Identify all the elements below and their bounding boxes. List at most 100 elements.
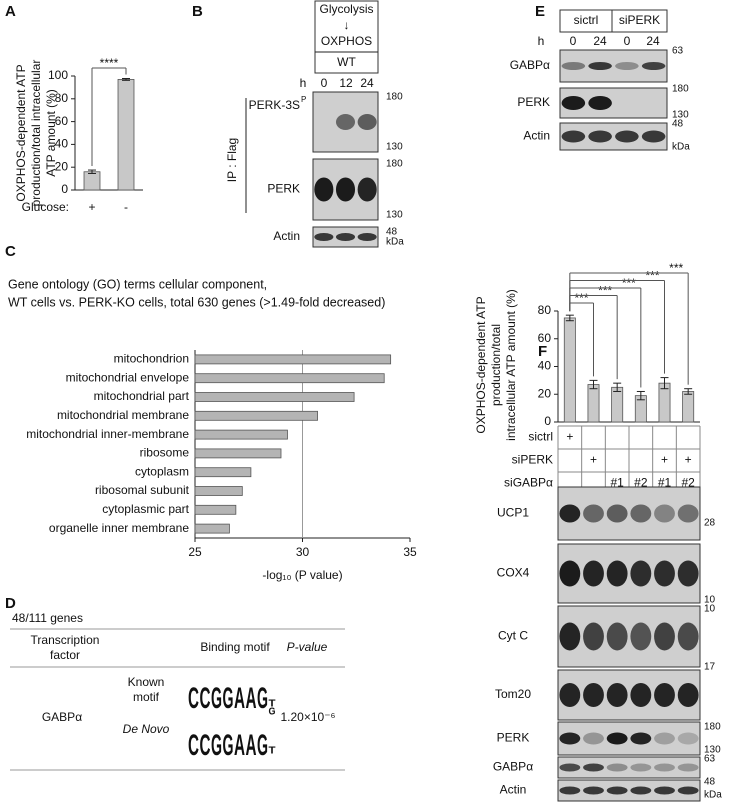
error-bar xyxy=(122,78,130,81)
category-label: ribosome xyxy=(140,446,190,460)
category-label: mitochondrial membrane xyxy=(57,408,189,422)
lane-label: 0 xyxy=(570,34,577,48)
category-label: cytoplasmic part xyxy=(102,502,189,516)
error-bar xyxy=(88,169,96,174)
band xyxy=(615,62,639,70)
band xyxy=(630,786,652,795)
row-label: siPERK xyxy=(512,453,553,467)
ip-label: IP : Flag xyxy=(225,138,239,182)
motif-letter: G xyxy=(211,729,222,762)
lane-label: 0 xyxy=(321,76,328,90)
blot xyxy=(557,779,701,802)
category-label: mitochondrial envelope xyxy=(66,370,190,384)
mw-marker: 48 xyxy=(386,227,398,238)
band xyxy=(561,96,586,110)
blot-label: Actin xyxy=(500,783,527,797)
category-label: ribosomal subunit xyxy=(95,483,190,497)
table-cell: + xyxy=(685,453,692,467)
table-cell: + xyxy=(661,453,668,467)
band xyxy=(630,560,652,587)
motif-name: De Novo xyxy=(122,722,170,736)
factor: GABPα xyxy=(42,710,82,724)
category-label: cytoplasm xyxy=(135,464,189,478)
bar xyxy=(194,354,392,365)
mw-marker: 130 xyxy=(386,142,403,153)
band xyxy=(606,786,628,795)
band xyxy=(606,560,628,587)
table-cell: #1 xyxy=(610,476,624,490)
table-cell: #2 xyxy=(634,476,648,490)
error-bar xyxy=(589,379,598,390)
band xyxy=(641,130,666,143)
table-cell: + xyxy=(590,453,597,467)
error-bar xyxy=(613,382,622,392)
mw-marker: 180 xyxy=(386,92,403,103)
bar xyxy=(194,410,318,421)
error-bar xyxy=(660,377,669,390)
motif-letter: C xyxy=(188,682,199,715)
band xyxy=(583,622,604,651)
blot xyxy=(557,721,701,756)
band xyxy=(654,560,675,587)
band xyxy=(654,683,675,707)
table-cell: #1 xyxy=(658,476,672,490)
band xyxy=(654,622,675,651)
motif-letter: C xyxy=(200,682,211,715)
lane-label: 24 xyxy=(646,34,660,48)
lane-label: 24 xyxy=(360,76,374,90)
panel-letter: C xyxy=(5,243,16,260)
band xyxy=(677,504,699,523)
significance-label: **** xyxy=(100,56,119,70)
motif-letter: G xyxy=(257,729,268,762)
band xyxy=(559,504,581,523)
band xyxy=(583,560,604,587)
band xyxy=(677,732,699,745)
y-tick-label: 0 xyxy=(61,182,68,196)
band xyxy=(630,622,652,651)
bar xyxy=(194,373,385,384)
mw-marker: 130 xyxy=(386,210,403,221)
band xyxy=(588,96,612,110)
motif-letter: A xyxy=(246,682,257,715)
motif-letter: T xyxy=(269,746,276,757)
band xyxy=(583,732,604,745)
chart-title: Gene ontology (GO) terms cellular compon… xyxy=(8,277,267,291)
panel-letter: E xyxy=(535,3,545,20)
bar xyxy=(682,391,695,423)
mw-marker: 180 xyxy=(704,722,721,733)
band xyxy=(677,683,699,707)
bar xyxy=(83,171,101,191)
bar xyxy=(194,467,252,478)
x-axis-label: -log₁₀ (P value) xyxy=(262,568,342,582)
category-label: mitochondrial inner-membrane xyxy=(26,427,189,441)
significance-label: *** xyxy=(669,261,683,275)
header-text: Glycolysis xyxy=(319,2,373,16)
y-tick-label: 60 xyxy=(538,331,552,345)
y-tick-label: 40 xyxy=(538,359,552,373)
band xyxy=(677,560,699,587)
band xyxy=(630,683,652,707)
y-axis-label: OXPHOS-dependent ATP xyxy=(474,296,488,433)
blot-label: COX4 xyxy=(497,566,530,580)
blot xyxy=(557,756,701,779)
genotype: WT xyxy=(337,55,356,69)
band xyxy=(615,130,639,143)
band xyxy=(561,130,586,143)
blot-label: Cyt C xyxy=(498,629,528,643)
motif-letter: A xyxy=(246,729,257,762)
lane-label: 24 xyxy=(593,34,607,48)
x-tick-label: + xyxy=(88,200,95,214)
blot-label: GABPα xyxy=(510,58,550,72)
mw-marker: 48 xyxy=(704,777,716,788)
motif-name: Known motif xyxy=(127,675,165,704)
category-label: organelle inner membrane xyxy=(49,521,189,535)
x-tick-label: - xyxy=(124,200,128,214)
y-tick-label: 0 xyxy=(544,414,551,428)
blot xyxy=(557,486,701,541)
lane-label: 12 xyxy=(339,76,353,90)
band xyxy=(677,786,699,795)
blot-label: Actin xyxy=(523,129,550,143)
y-axis-label: OXPHOS-dependent ATP xyxy=(14,64,28,201)
